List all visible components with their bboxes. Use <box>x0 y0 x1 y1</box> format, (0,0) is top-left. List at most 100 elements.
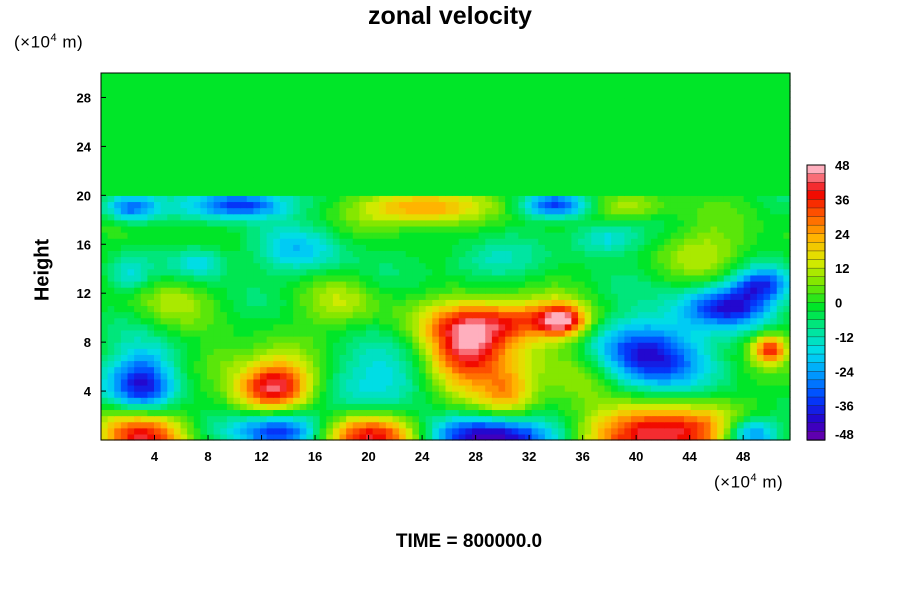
field-cell <box>187 256 195 264</box>
field-cell <box>366 421 374 429</box>
field-cell <box>240 256 248 264</box>
field-cell <box>551 164 559 172</box>
field-cell <box>717 421 725 429</box>
field-cell <box>657 170 665 178</box>
field-cell <box>432 274 440 282</box>
field-cell <box>617 293 625 300</box>
field-cell <box>167 299 175 307</box>
field-cell <box>677 268 685 276</box>
field-cell <box>286 280 294 288</box>
field-cell <box>352 433 360 441</box>
field-cell <box>597 427 606 435</box>
field-cell <box>193 287 201 294</box>
field-cell <box>670 329 678 337</box>
field-cell <box>505 195 513 203</box>
field-cell <box>770 268 778 276</box>
field-cell <box>756 317 765 325</box>
field-cell <box>631 213 639 221</box>
field-cell <box>677 170 685 178</box>
field-cell <box>737 391 745 398</box>
field-cell <box>392 219 400 227</box>
field-cell <box>591 176 599 184</box>
field-cell <box>617 329 625 337</box>
field-cell <box>127 348 135 355</box>
field-cell <box>723 317 731 325</box>
field-cell <box>650 170 659 178</box>
field-cell <box>107 274 115 282</box>
field-cell <box>107 403 115 411</box>
field-cell <box>101 164 109 172</box>
field-cell <box>485 421 493 429</box>
field-cell <box>631 329 639 337</box>
field-cell <box>710 391 718 398</box>
field-cell <box>544 372 553 380</box>
field-cell <box>677 280 685 288</box>
field-cell <box>405 366 413 374</box>
field-cell <box>717 384 725 392</box>
field-cell <box>737 256 745 264</box>
field-cell <box>776 342 784 349</box>
field-cell <box>246 213 254 221</box>
field-cell <box>650 372 659 380</box>
field-cell <box>631 158 639 166</box>
field-cell <box>372 427 380 435</box>
field-cell <box>240 225 248 233</box>
field-cell <box>491 311 500 319</box>
field-cell <box>213 176 221 184</box>
field-cell <box>339 244 347 251</box>
field-cell <box>359 397 367 404</box>
field-cell <box>260 372 268 380</box>
field-cell <box>293 280 301 288</box>
field-cell <box>472 348 480 355</box>
field-cell <box>604 378 612 386</box>
field-cell <box>438 287 447 294</box>
field-cell <box>306 415 314 423</box>
field-cell <box>114 268 122 276</box>
field-cell <box>180 329 188 337</box>
field-cell <box>233 354 241 362</box>
field-cell <box>180 250 188 258</box>
field-cell <box>173 250 182 258</box>
field-cell <box>346 176 354 184</box>
field-cell <box>313 427 321 435</box>
field-cell <box>412 201 420 209</box>
field-cell <box>220 403 228 411</box>
field-cell <box>571 189 579 196</box>
field-cell <box>730 329 738 337</box>
field-cell <box>498 433 506 441</box>
field-cell <box>213 164 221 172</box>
field-cell <box>465 415 473 423</box>
field-cell <box>697 176 705 184</box>
field-cell <box>558 415 566 423</box>
field-cell <box>193 232 201 239</box>
field-cell <box>412 195 420 203</box>
field-cell <box>207 238 215 245</box>
field-cell <box>584 299 592 307</box>
field-cell <box>213 391 221 398</box>
field-cell <box>750 403 758 411</box>
field-cell <box>631 409 639 417</box>
field-cell <box>332 317 341 325</box>
field-cell <box>697 274 705 282</box>
field-cell <box>233 329 241 337</box>
field-cell <box>611 378 619 386</box>
field-cell <box>319 348 327 355</box>
field-cell <box>293 250 301 258</box>
field-cell <box>677 403 685 411</box>
field-cell <box>332 323 341 331</box>
field-cell <box>717 403 725 411</box>
field-cell <box>525 378 533 386</box>
field-cell <box>452 299 460 307</box>
field-cell <box>207 317 215 325</box>
field-cell <box>286 262 294 270</box>
field-cell <box>703 268 712 276</box>
field-cell <box>372 323 380 331</box>
field-cell <box>584 164 592 172</box>
field-cell <box>465 317 473 325</box>
field-cell <box>293 201 301 209</box>
field-cell <box>657 158 665 166</box>
field-cell <box>313 378 321 386</box>
field-cell <box>544 391 553 398</box>
field-cell <box>405 189 413 196</box>
field-cell <box>346 427 354 435</box>
